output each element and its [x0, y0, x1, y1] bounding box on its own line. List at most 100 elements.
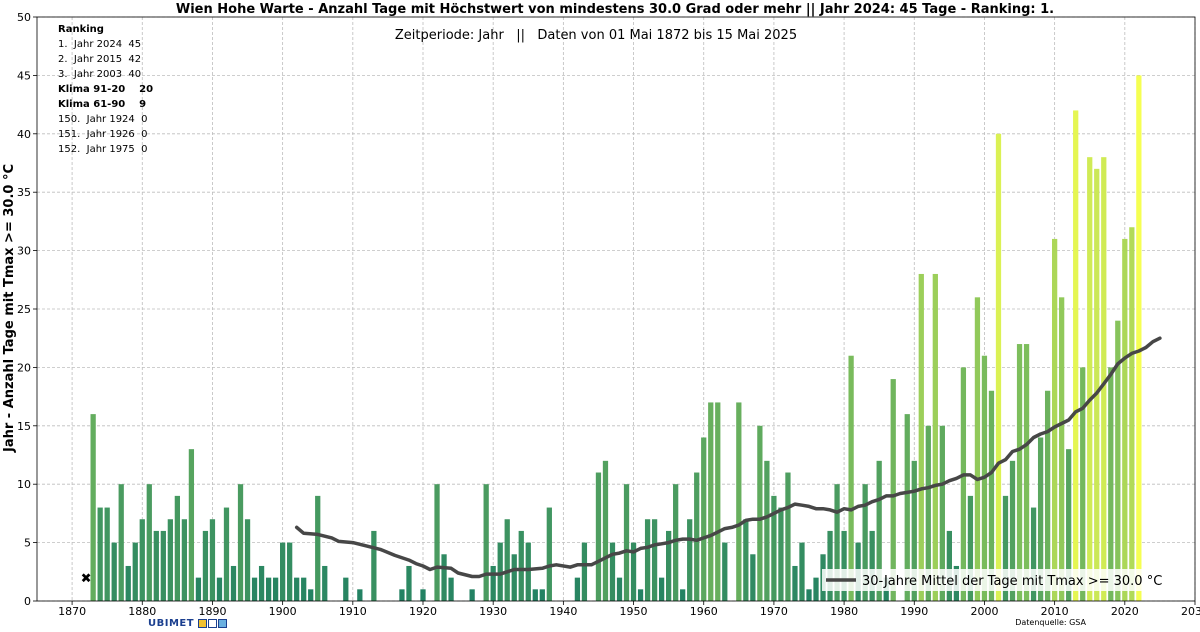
bar-1972: [785, 472, 791, 601]
ranking-line: 2. Jahr 2015 42: [58, 54, 141, 65]
ranking-line: 3. Jahr 2003 40: [58, 69, 141, 80]
moving-average-line: [294, 336, 1162, 579]
bar-1949: [623, 484, 630, 601]
ranking-line: 152. Jahr 1975 0: [58, 144, 148, 155]
bar-2018: [1108, 367, 1114, 601]
y-tick-label: 50: [17, 11, 31, 24]
x-tick-label: 1990: [900, 605, 928, 618]
bar-1978: [827, 530, 833, 601]
bar-2011: [1059, 297, 1065, 601]
y-tick-label: 0: [24, 595, 31, 608]
bar-1897: [258, 565, 265, 601]
bar-1961: [708, 402, 714, 601]
bar-1968: [757, 425, 763, 601]
bar-1956: [673, 484, 679, 601]
y-tick-label: 25: [17, 303, 31, 316]
bar-1973: [792, 565, 798, 601]
bar-1924: [448, 577, 454, 601]
bar-2007: [1030, 507, 1037, 601]
bar-2001: [988, 390, 995, 601]
bar-1953: [651, 519, 658, 601]
bar-1983: [862, 484, 868, 601]
bar-2004: [1009, 460, 1016, 601]
bar-1979: [834, 484, 840, 601]
bar-1918: [406, 565, 412, 601]
bar-1902: [294, 577, 300, 601]
bar-1985: [876, 460, 882, 601]
bar-1913: [371, 530, 377, 601]
bar-1987: [890, 379, 896, 601]
ranking-line: 150. Jahr 1924 0: [58, 114, 148, 125]
bar-2003: [1002, 495, 1009, 601]
bar-1958: [687, 519, 693, 601]
bar-1931: [497, 542, 503, 601]
y-tick-label: 40: [17, 128, 31, 141]
x-tick-label: 1950: [620, 605, 648, 618]
bar-2022: [1136, 75, 1142, 601]
bar-1909: [343, 577, 349, 601]
bar-1889: [202, 530, 209, 601]
legend: 30-Jahre Mittel der Tage mit Tmax >= 30.…: [822, 569, 1162, 591]
logo-cloud-icon: [208, 619, 218, 628]
bar-1975: [806, 589, 812, 601]
logo-text: UBIMET: [148, 618, 195, 629]
bar-1901: [287, 542, 293, 601]
bar-1937: [539, 589, 545, 601]
bar-1969: [764, 460, 770, 601]
bar-1991: [918, 273, 924, 601]
bar-1992: [925, 425, 931, 601]
bar-1966: [743, 519, 749, 601]
x-tick-label: 1910: [339, 605, 367, 618]
bar-2020: [1122, 238, 1128, 602]
bar-1932: [504, 519, 510, 601]
ranking-box: Ranking 1. Jahr 2024 45 2. Jahr 2015 42 3.…: [58, 24, 153, 155]
bar-1971: [778, 507, 784, 601]
y-tick-label: 20: [17, 361, 31, 374]
x-tick-label: 2030: [1181, 605, 1200, 618]
bar-1993: [932, 273, 938, 601]
ranking-line: Klima 91-20 20: [58, 84, 153, 95]
bar-1882: [153, 530, 159, 601]
x-tick-label: 1930: [479, 605, 507, 618]
x-tick-label: 1970: [760, 605, 788, 618]
x-tick-label: 1980: [830, 605, 858, 618]
bar-1974: [799, 542, 805, 601]
bar-2019: [1115, 320, 1121, 601]
bar-1896: [251, 577, 258, 601]
ubimet-logo: UBIMET: [148, 617, 228, 630]
bar-1994: [939, 425, 945, 601]
bar-1957: [680, 589, 686, 601]
bar-1976: [813, 577, 819, 601]
bar-1903: [301, 577, 307, 601]
bar-1989: [904, 414, 910, 601]
bar-2006: [1023, 344, 1030, 601]
bar-1955: [666, 530, 672, 601]
bar-1967: [750, 554, 756, 601]
y-axis-label: Jahr - Anzahl Tage mit Tmax >= 30.0 °C: [2, 164, 17, 453]
logo-rain-icon: [218, 619, 228, 628]
bar-1879: [132, 542, 138, 601]
x-tick-label: 1870: [58, 605, 86, 618]
bar-1923: [441, 554, 447, 601]
bar-1935: [525, 542, 531, 601]
bar-1947: [609, 542, 616, 601]
bar-1984: [869, 530, 875, 601]
bar-1960: [701, 437, 707, 601]
moving-average-series: [294, 336, 1162, 579]
bar-1891: [216, 577, 223, 601]
bar-1933: [511, 554, 517, 601]
x-tick-label: 2000: [970, 605, 998, 618]
bar-1904: [308, 589, 314, 601]
y-tick-label: 10: [17, 478, 31, 491]
bar-2010: [1052, 238, 1058, 602]
chart-title: Wien Hohe Warte - Anzahl Tage mit Höchst…: [176, 2, 1054, 17]
bar-1874: [97, 507, 103, 601]
chart-subtitle: Zeitperiode: Jahr || Daten von 01 Mai 18…: [395, 28, 797, 43]
x-tick-label: 1890: [198, 605, 226, 618]
bar-1880: [139, 519, 145, 601]
bar-1892: [223, 507, 230, 601]
bar-1922: [434, 484, 440, 601]
bar-1938: [546, 507, 552, 601]
bar-1929: [483, 484, 489, 601]
bar-1878: [125, 565, 131, 601]
